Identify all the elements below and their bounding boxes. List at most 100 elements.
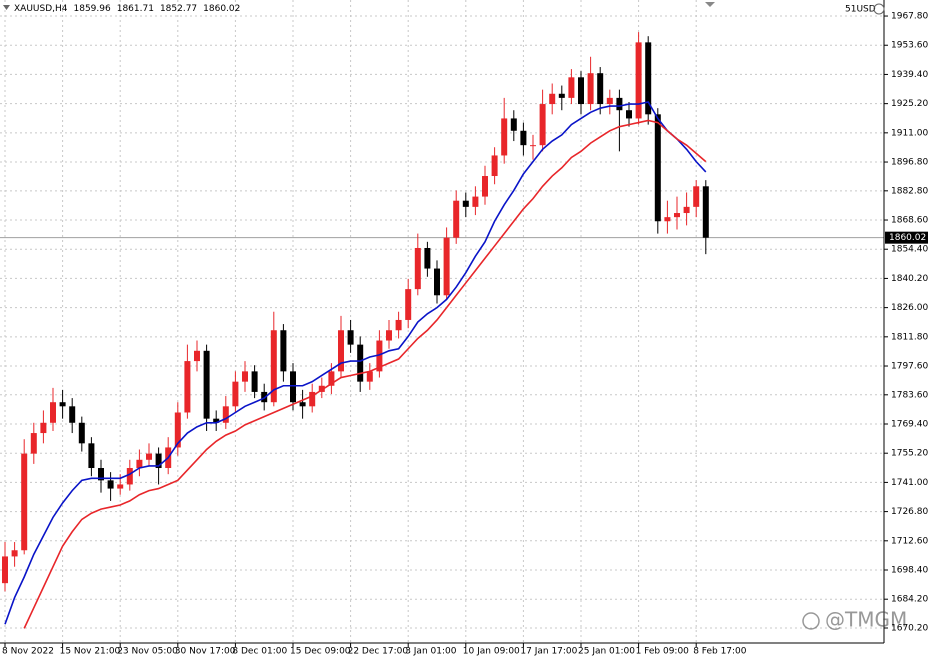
candle-body (626, 110, 632, 119)
candle-body (645, 42, 652, 115)
y-tick-label: 1670.20 (891, 623, 928, 633)
scroll-icon[interactable] (705, 2, 715, 7)
header-value: 1859.96 (74, 4, 111, 14)
candle-body (146, 453, 152, 460)
x-tick-label: 30 Nov 17:00 (175, 647, 236, 657)
candle-body (21, 453, 28, 551)
candle-body (414, 247, 421, 290)
moving-average (4, 101, 707, 625)
candle-body (280, 330, 287, 372)
x-tick-label: 17 Jan 17:00 (520, 647, 577, 657)
current-price-box (885, 231, 928, 244)
y-tick-label: 1854.40 (891, 245, 928, 255)
candle-body (472, 196, 479, 207)
y-tick-label: 1911.00 (891, 128, 928, 138)
candle-body (539, 104, 546, 146)
candle-body (510, 118, 517, 131)
account: 51USD (845, 5, 876, 15)
candle-body (443, 237, 450, 296)
y-tick-label: 1896.80 (891, 158, 928, 168)
header: XAUUSD,H4 1859.96 1861.71 1852.77 1860.02 (14, 4, 240, 14)
candle-body (501, 118, 508, 156)
candle-body (184, 361, 191, 413)
watermark: @TMGM (825, 608, 907, 632)
candle-body (50, 402, 56, 423)
candle-body (59, 402, 66, 407)
y-tick-label: 1698.40 (891, 566, 928, 576)
y-tick-label: 1797.60 (891, 362, 928, 372)
y-tick-label: 1755.20 (891, 449, 928, 459)
candle-body (424, 247, 431, 269)
y-tick-label: 1783.60 (891, 390, 928, 400)
candle-body (520, 130, 527, 146)
candle-body (88, 443, 95, 469)
candle-body (136, 459, 143, 469)
candle-body (578, 77, 584, 105)
x-tick-label: 1 Feb 09:00 (636, 647, 690, 657)
y-tick-label: 1882.80 (891, 186, 928, 196)
candle-body (693, 186, 700, 207)
candle-body (242, 371, 248, 382)
grid (0, 0, 884, 643)
candle-body (232, 381, 239, 407)
watermark-group: @TMGM (802, 608, 907, 632)
candle-body (117, 484, 124, 489)
close-icon[interactable] (873, 3, 885, 15)
candle-body (606, 97, 613, 105)
candle-body (40, 422, 47, 434)
candle-body (366, 371, 373, 382)
x-tick-label: 22 Dec 17:00 (348, 647, 409, 657)
y-tick-label: 1826.00 (891, 303, 928, 313)
menu-icon[interactable] (3, 5, 10, 10)
candle-body (549, 93, 556, 105)
candle-body (107, 480, 114, 489)
candle-body (174, 412, 181, 448)
watermark-logo (802, 612, 820, 630)
candle-body (30, 433, 37, 454)
candle-body (213, 418, 220, 423)
symbol: XAUUSD,H4 (14, 4, 68, 14)
current-price-label: 1860.02 (889, 233, 926, 243)
y-tick-label: 1769.40 (891, 420, 928, 430)
y-tick-label: 1684.20 (891, 595, 928, 605)
candle-body (702, 186, 709, 238)
candle-body (222, 406, 229, 423)
candle-body (270, 330, 277, 403)
x-tick-label: 3 Jan 01:00 (405, 647, 457, 657)
x-tick-label: 8 Feb 17:00 (693, 647, 747, 657)
candle-body (318, 385, 325, 392)
candle-body (386, 330, 392, 341)
y-tick-label: 1840.20 (891, 274, 928, 284)
candle-body (395, 319, 402, 331)
candle-body (290, 371, 296, 403)
candle-body (587, 73, 594, 105)
y-tick-label: 1811.80 (891, 332, 928, 342)
candle-body (357, 344, 364, 382)
candle-body (251, 371, 258, 392)
candle-body (462, 200, 469, 207)
x-tick-label: 15 Nov 21:00 (60, 647, 121, 657)
candle-body (530, 145, 536, 147)
moving-average (23, 119, 707, 629)
candle-body (434, 268, 440, 296)
x-tick-label: 8 Dec 01:00 (232, 647, 287, 657)
candle-body (69, 406, 76, 423)
candle-body (11, 550, 18, 557)
candle-body (453, 200, 460, 238)
candle-body (309, 391, 316, 407)
x-tick-label: 8 Nov 2022 (2, 647, 54, 657)
candle-body (203, 350, 210, 419)
candle-body (405, 289, 412, 320)
y-tick-label: 1967.80 (891, 12, 928, 22)
y-tick-label: 1939.40 (891, 70, 928, 80)
candle-body (664, 217, 671, 222)
y-tick-label: 1726.80 (891, 507, 928, 517)
candle-body (597, 73, 604, 105)
candle-body (376, 340, 383, 372)
candle-body (328, 371, 335, 386)
x-tick-label: 15 Dec 09:00 (290, 647, 351, 657)
y-tick-label: 1868.60 (891, 216, 928, 226)
candle-body (98, 468, 104, 481)
